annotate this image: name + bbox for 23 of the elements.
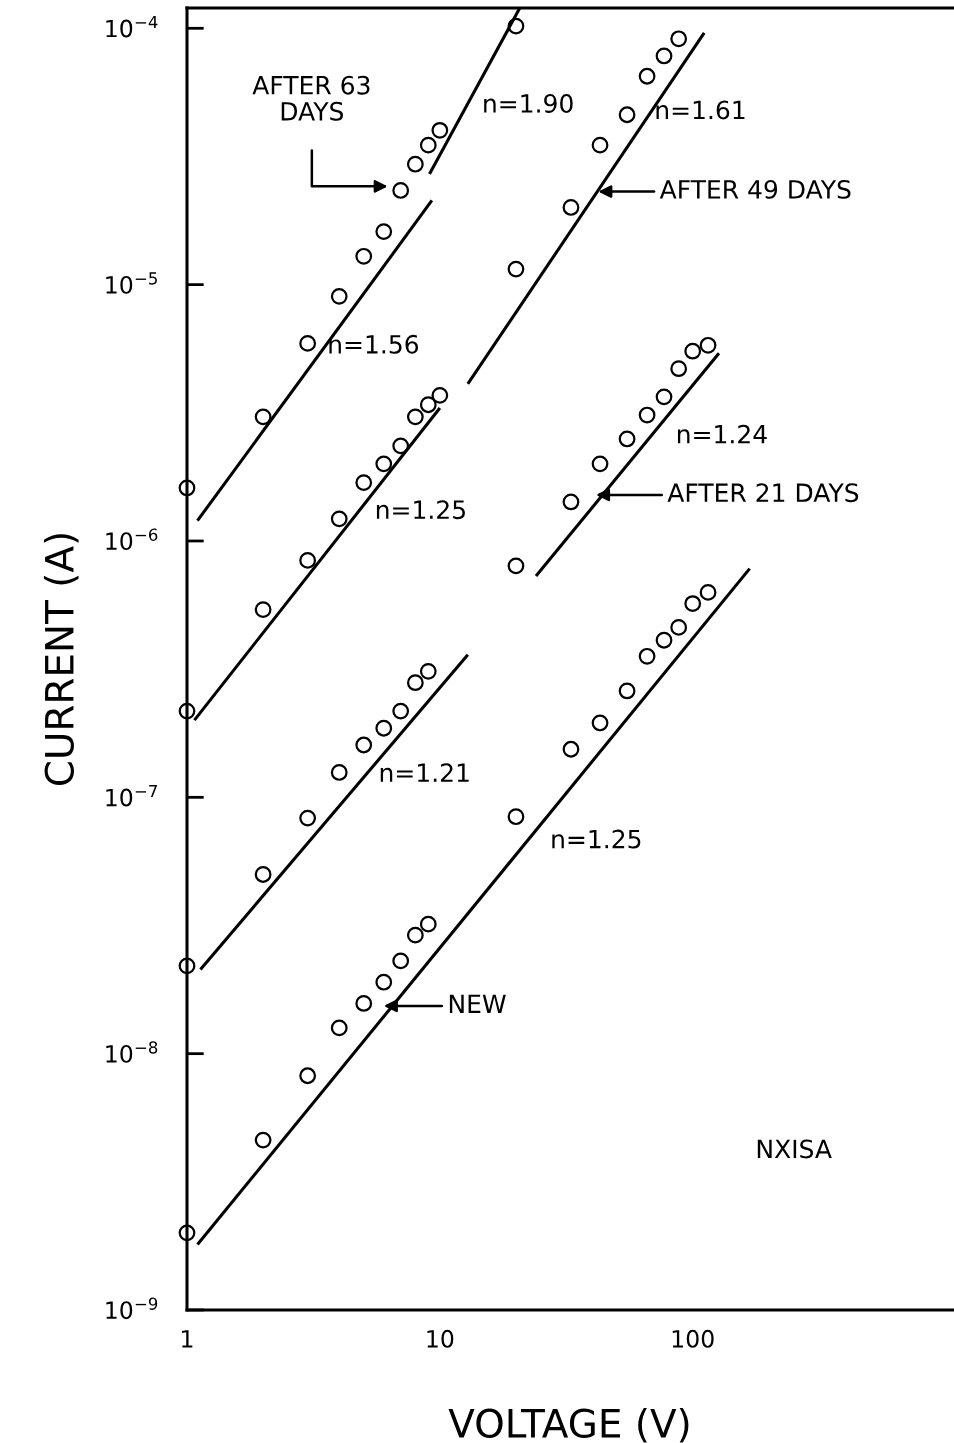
annotation: n=1.90 <box>484 93 573 113</box>
annotation: n=1.25 <box>376 500 465 520</box>
annotation: AFTER 49 DAYS <box>659 179 851 199</box>
y-tick-label: 10$^{−7}$ <box>106 785 157 807</box>
y-tick-label: 10$^{−9}$ <box>106 1297 158 1320</box>
x-tick-label: 10 <box>427 1329 454 1348</box>
annotation: n=1.61 <box>656 100 745 120</box>
y-axis-title: CURRENT (A) <box>43 534 79 786</box>
annotation: n=1.21 <box>380 763 469 782</box>
y-tick-label: 10$^{−4}$ <box>106 16 158 38</box>
annotation: AFTER 21 DAYS <box>667 483 859 503</box>
y-tick-label: 10$^{−6}$ <box>106 528 158 551</box>
x-axis-title: VOLTAGE (V) <box>448 1407 689 1443</box>
annotation: NXISA <box>757 1139 832 1159</box>
annotation: AFTER 63 DAYS <box>252 75 370 121</box>
y-tick-label: 10$^{−5}$ <box>106 272 157 294</box>
x-tick-label: 100 <box>672 1329 714 1348</box>
annotation: n=1.24 <box>677 424 767 444</box>
y-tick-label: 10$^{−8}$ <box>106 1041 158 1063</box>
annotation: n=1.56 <box>329 334 419 354</box>
annotation: NEW <box>449 994 506 1013</box>
annotation: n=1.25 <box>552 829 641 849</box>
x-tick-label: 1 <box>182 1330 193 1348</box>
